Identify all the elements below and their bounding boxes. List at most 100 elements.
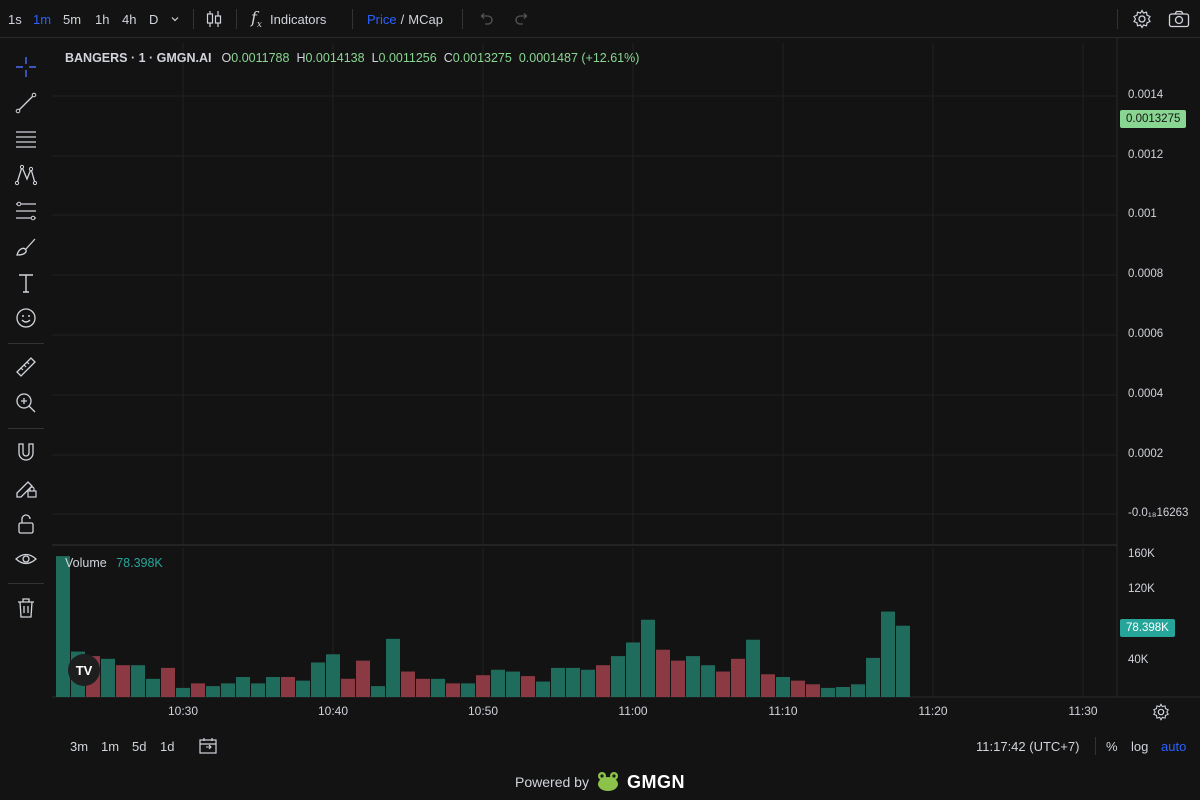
interval-dropdown-chevron-icon[interactable] [170,0,180,38]
ruler-icon[interactable] [11,352,41,382]
volume-bar [491,669,505,697]
trend-line-icon[interactable] [11,88,41,118]
log-toggle[interactable]: log [1131,738,1149,754]
interval-1m[interactable]: 1m [33,11,52,27]
high-key: H [296,51,306,65]
toolbar-divider [1117,9,1118,29]
goto-date-calendar-icon[interactable] [198,737,218,755]
volume-bar [446,683,460,697]
axis-settings-gear-icon[interactable] [1152,703,1170,726]
toolbar-divider [8,428,44,429]
price-tick: 0.0004 [1128,388,1164,400]
range-1d[interactable]: 1d [160,738,175,754]
price-tick: -0.0₁₈16263 [1128,507,1189,519]
volume-bar [416,678,430,697]
low-key: L [371,51,379,65]
toolbar-divider [462,9,463,29]
candlestick-type-icon[interactable] [205,0,223,38]
volume-bar [251,683,265,697]
undo-icon[interactable] [478,0,494,38]
volume-bar [356,660,370,697]
volume-bar [266,677,280,697]
function-icon: fx [251,7,262,31]
drawing-toolbar [0,38,52,738]
price-option[interactable]: Price [367,11,397,27]
ohlc-legend: BANGERS · 1 · GMGN.AI O 0.0011788 H 0.0014… [65,51,646,65]
bottom-divider [1095,737,1096,755]
indicators-button[interactable]: fx Indicators [251,0,326,38]
redo-icon[interactable] [514,0,530,38]
toolbar-divider [8,583,44,584]
volume-bar [686,656,700,697]
text-tool-icon[interactable] [11,268,41,298]
time-tick: 11:00 [618,704,648,718]
range-1m[interactable]: 1m [101,738,120,754]
interval-1h[interactable]: 1h [95,11,110,27]
volume-bar [386,638,400,697]
interval-5m[interactable]: 5m [63,11,82,27]
settings-gear-icon[interactable] [1132,0,1152,38]
interval-4h[interactable]: 4h [122,11,137,27]
volume-bar [611,656,625,697]
volume-bar [101,658,115,697]
auto-toggle[interactable]: auto [1161,738,1187,754]
range-5d[interactable]: 5d [132,738,147,754]
screenshot-camera-icon[interactable] [1168,0,1190,38]
price-tick: 0.0012 [1128,149,1164,161]
magnet-icon[interactable] [11,437,41,467]
volume-bar [731,658,745,697]
volume-bar [236,677,250,697]
volume-bar [551,667,565,697]
horizontal-lines-icon[interactable] [11,124,41,154]
volume-bar [341,678,355,697]
lock-icon[interactable] [11,509,41,539]
brush-icon[interactable] [11,232,41,262]
fib-retracement-icon[interactable] [11,196,41,226]
price-mcap-toggle[interactable]: Price / MCap [367,0,443,38]
interval-1d[interactable]: D [149,11,159,27]
pattern-icon[interactable] [11,160,41,190]
volume-bar [281,677,295,697]
volume-bar [701,665,715,697]
lock-drawing-icon[interactable] [11,473,41,503]
volume-bar [521,676,535,697]
crosshair-icon[interactable] [11,52,41,82]
time-tick: 11:30 [1068,704,1098,718]
interval-1s[interactable]: 1s [8,11,22,27]
volume-value: 78.398K [116,556,163,570]
tradingview-logo[interactable]: TV [68,654,100,686]
powered-by-label: Powered by [515,774,589,790]
price-tick: 0.0014 [1128,89,1164,101]
emoji-icon[interactable] [11,303,41,333]
volume-tick: 120K [1128,583,1155,595]
volume-tag: 78.398K [1120,619,1175,637]
mcap-option[interactable]: MCap [408,11,443,27]
volume-bar [641,619,655,697]
volume-bar [626,642,640,697]
indicators-label: Indicators [270,11,327,27]
range-3m[interactable]: 3m [70,738,89,754]
visibility-eye-icon[interactable] [11,544,41,574]
percent-toggle[interactable]: % [1106,738,1118,754]
zoom-in-icon[interactable] [11,388,41,418]
open-value: 0.0011788 [231,51,290,65]
volume-bar [476,675,490,697]
price-tick: 0.0002 [1128,448,1164,460]
volume-bar [296,680,310,697]
toolbar-divider [193,9,194,29]
footer: Powered by GMGN [0,764,1200,800]
time-tick: 10:30 [167,704,199,718]
time-tick: 10:40 [317,704,349,718]
volume-bar [896,625,910,697]
volume-bar [581,669,595,697]
price-tick: 0.0008 [1128,268,1164,280]
price-tick: 0.001 [1128,208,1157,220]
volume-bar [461,683,475,697]
volume-bar [851,684,865,697]
trash-icon[interactable] [11,593,41,623]
volume-key: Volume [65,556,107,570]
toggle-divider: / [400,11,405,27]
volume-bar [191,683,205,697]
volume-bar [536,681,550,697]
